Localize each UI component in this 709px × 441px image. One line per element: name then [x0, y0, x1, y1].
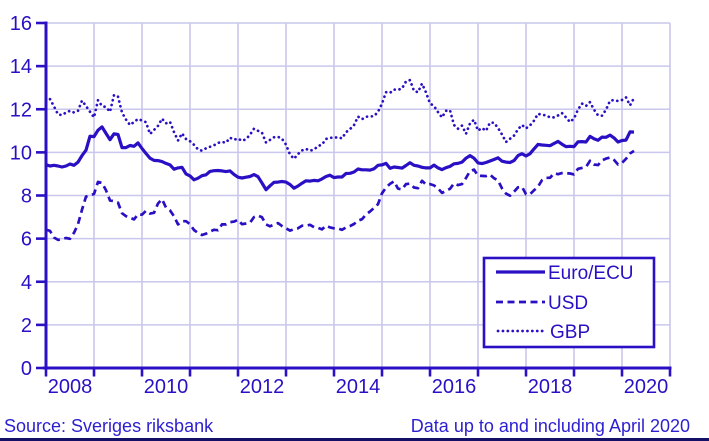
chart-footer: Source: Sveriges riksbank Data up to and… — [0, 415, 709, 437]
x-tick-label: 2014 — [336, 376, 381, 398]
y-tick-label: 16 — [10, 13, 32, 35]
y-tick-label: 2 — [21, 315, 32, 337]
series-line-euro-ecu — [45, 125, 635, 192]
series-line-gbp — [44, 78, 636, 161]
x-tick-label: 2008 — [48, 376, 93, 398]
x-tick-label: 2020 — [624, 376, 669, 398]
data-note: Data up to and including April 2020 — [410, 416, 690, 436]
x-tick-label: 2012 — [240, 376, 285, 398]
y-tick-label: 0 — [21, 358, 32, 380]
x-tick-label: 2016 — [432, 376, 477, 398]
bottom-rule — [0, 438, 709, 441]
y-tick-label: 14 — [10, 56, 32, 78]
legend-label-gbp: GBP — [550, 322, 590, 343]
axes — [36, 21, 672, 377]
x-tick-label: 2010 — [144, 376, 189, 398]
y-tick-label: 6 — [21, 229, 32, 251]
plot-series — [44, 78, 636, 242]
chart-canvas: 0 2 4 6 8 10 12 14 16 2008 2010 2012 2014 2016 2018 202… — [10, 13, 672, 398]
y-tick-label: 10 — [10, 142, 32, 164]
y-tick-label: 8 — [21, 186, 32, 208]
x-tick-label: 2018 — [528, 376, 573, 398]
legend: Euro/ECU USD GBP — [482, 256, 656, 349]
legend-label-euro: Euro/ECU — [548, 263, 634, 284]
y-tick-label: 12 — [10, 99, 32, 121]
y-tick-label: 4 — [21, 272, 32, 294]
legend-label-usd: USD — [548, 293, 588, 314]
series-line-usd — [45, 149, 635, 242]
source-note: Source: Sveriges riksbank — [4, 416, 214, 436]
axis-tick-labels: 0 2 4 6 8 10 12 14 16 2008 2010 2012 2014 2016 2018 202… — [10, 13, 669, 398]
